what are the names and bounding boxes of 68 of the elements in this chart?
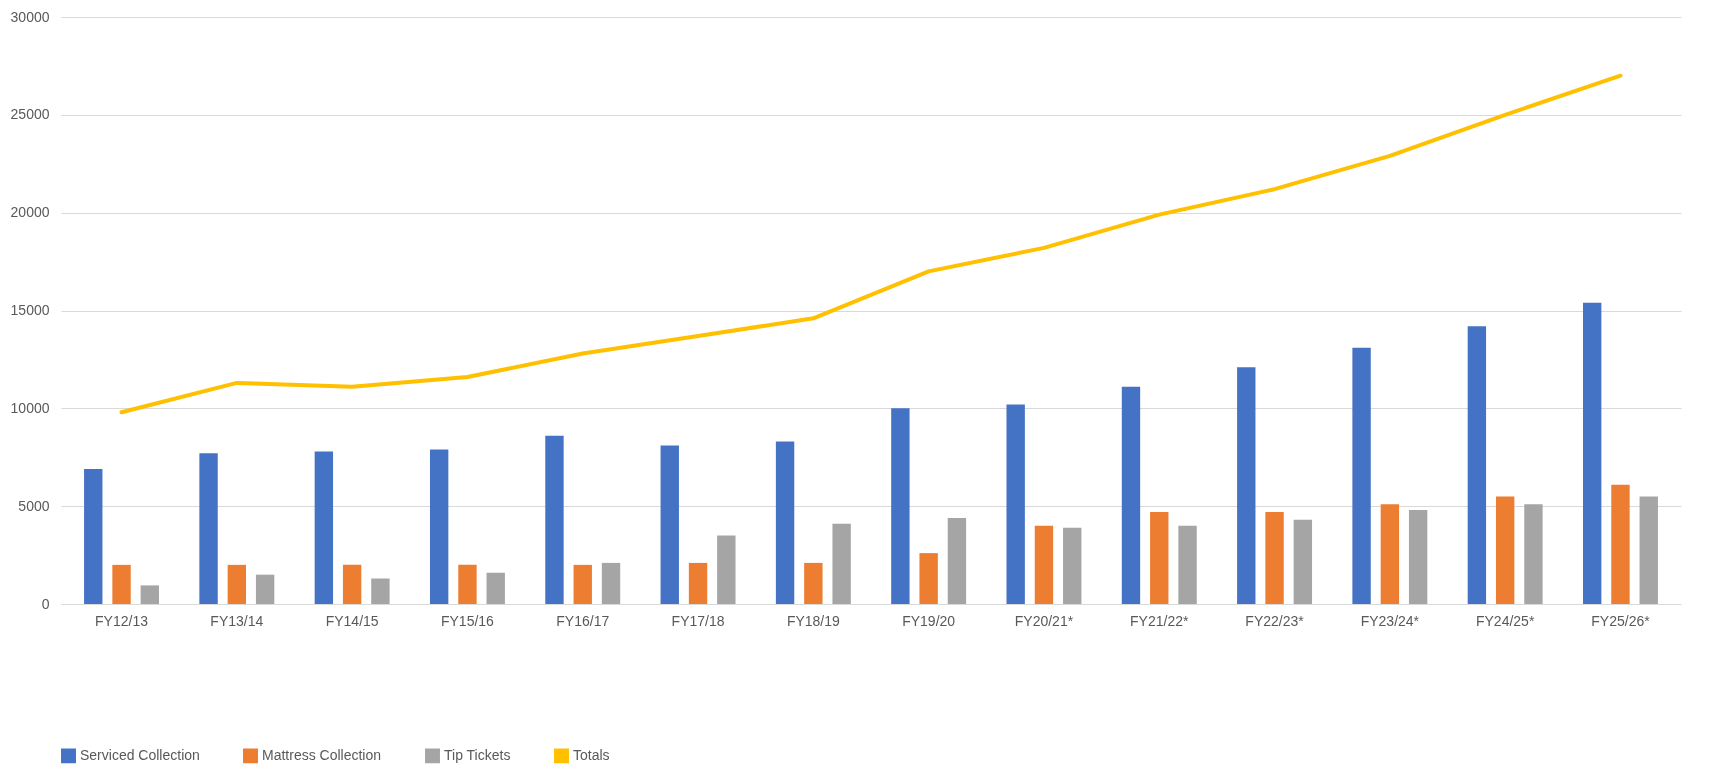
x-tick-label: FY25/26*	[1591, 612, 1651, 629]
y-tick-label: 30000	[10, 8, 50, 25]
bar	[314, 451, 334, 604]
x-tick-label: FY20/21*	[1014, 612, 1074, 629]
x-tick-label: FY19/20	[902, 612, 956, 629]
bar	[545, 435, 564, 604]
bar	[947, 517, 967, 604]
bar	[112, 564, 131, 604]
bar	[1467, 326, 1487, 604]
line-series	[119, 73, 1623, 415]
bar	[804, 562, 823, 604]
x-tick-label: FY22/23*	[1245, 612, 1305, 629]
y-tick-label: 10000	[10, 399, 50, 416]
bar	[140, 585, 160, 604]
bar	[371, 578, 390, 604]
x-tick-label: FY24/25*	[1475, 612, 1535, 629]
legend-label: Mattress Collection	[262, 746, 382, 763]
bar	[1006, 404, 1025, 604]
bar	[573, 564, 592, 604]
bar	[458, 564, 477, 604]
bar	[775, 441, 795, 604]
bar	[199, 453, 218, 604]
bar	[227, 564, 247, 604]
x-tick-label: FY23/24*	[1360, 612, 1420, 629]
x-tick-label: FY12/13	[95, 612, 149, 629]
y-tick-label: 25000	[10, 106, 50, 123]
legend-label: Totals	[573, 746, 610, 763]
bar	[660, 445, 679, 604]
x-tick-label: FY16/17	[556, 612, 610, 629]
bar	[1495, 496, 1515, 604]
bar	[1380, 504, 1400, 604]
bar	[601, 562, 621, 604]
x-tick-label: FY18/19	[786, 612, 841, 629]
bar	[1063, 527, 1082, 604]
bar	[1121, 386, 1141, 604]
bar	[1237, 367, 1256, 604]
x-tick-label: FY14/15	[325, 612, 379, 629]
bar	[1265, 512, 1284, 604]
bar	[919, 553, 938, 604]
bar	[1611, 484, 1630, 604]
bar	[1150, 512, 1169, 604]
bar	[832, 523, 851, 604]
y-tick-label: 0	[41, 595, 50, 612]
x-tick-label: FY21/22*	[1130, 612, 1189, 629]
legend-label: Serviced Collection	[80, 746, 200, 763]
legend-label: Tip Tickets	[444, 746, 511, 763]
bar	[1293, 519, 1313, 604]
bar	[1639, 496, 1658, 604]
bar	[255, 574, 275, 604]
x-tick-label: FY15/16	[440, 612, 495, 629]
bar	[891, 408, 910, 604]
bar	[1034, 525, 1054, 604]
bar	[1408, 510, 1428, 604]
bar	[486, 572, 505, 604]
bar	[84, 468, 103, 604]
x-tick-label: FY17/18	[671, 612, 725, 629]
bar	[1352, 347, 1371, 604]
y-tick-label: 5000	[18, 497, 50, 514]
bar	[717, 535, 736, 604]
bar	[1524, 504, 1543, 604]
bar	[688, 562, 708, 604]
bar	[342, 564, 362, 604]
x-tick-label: FY13/14	[210, 612, 264, 629]
y-tick-label: 15000	[10, 302, 50, 318]
y-tick-label: 20000	[10, 204, 50, 221]
bar	[429, 449, 449, 604]
bar	[1178, 525, 1197, 604]
bar	[1582, 302, 1602, 604]
